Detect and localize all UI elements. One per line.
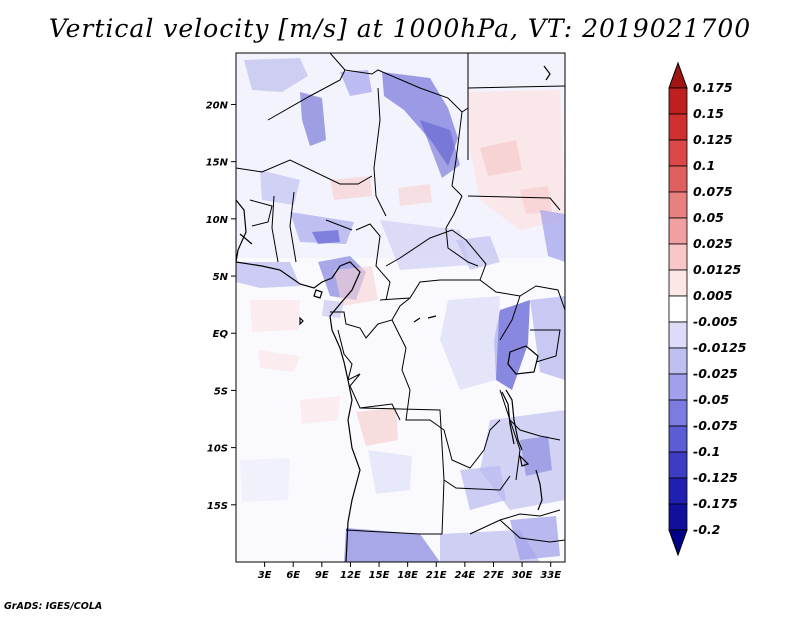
colorbar-bottom-arrow <box>668 529 688 557</box>
colorbar-segment <box>668 477 688 505</box>
coastline <box>236 65 551 562</box>
lon-tick-label: 18E <box>397 570 418 581</box>
colorbar-segment <box>668 425 688 453</box>
colorbar-segment <box>668 503 688 531</box>
colorbar-label: 0.025 <box>693 236 733 251</box>
longitude-axis: 3E 6E 9E 12E 15E 18E 21E 24E 27E 30E 33E <box>258 562 561 581</box>
velocity-shading <box>236 53 565 562</box>
lon-tick-label: 24E <box>454 570 475 581</box>
colorbar-label: 0.15 <box>693 106 724 121</box>
country-boundaries <box>236 53 565 543</box>
lon-tick-label: 21E <box>426 570 447 581</box>
colorbar-segment <box>668 243 688 271</box>
colorbar-segment <box>668 87 688 115</box>
colorbar-label: 0.0125 <box>693 262 742 277</box>
colorbar-label: -0.125 <box>693 470 738 485</box>
colorbar: 0.175 0.15 0.125 0.1 0.075 0.05 0.025 0.0125 0.0… <box>668 61 747 557</box>
colorbar-top-arrow <box>668 61 688 89</box>
colorbar-segment <box>668 373 688 401</box>
colorbar-segment <box>668 191 688 219</box>
colorbar-segment <box>668 113 688 141</box>
lat-tick-label: 10N <box>206 215 229 226</box>
colorbar-label: 0.175 <box>693 80 733 95</box>
lat-tick-label: 5N <box>213 272 229 283</box>
lat-tick-label: 20N <box>206 100 229 111</box>
colorbar-label: -0.025 <box>693 366 738 381</box>
colorbar-label: -0.175 <box>693 496 738 511</box>
lat-tick-label: 15S <box>207 501 228 512</box>
lat-tick-label: 10S <box>207 444 228 455</box>
colorbar-label: -0.2 <box>693 522 720 537</box>
lon-tick-label: 12E <box>340 570 361 581</box>
colorbar-label: 0.05 <box>693 210 724 225</box>
lon-tick-label: 6E <box>286 570 300 581</box>
colorbar-segment <box>668 321 688 349</box>
colorbar-segment <box>668 269 688 297</box>
colorbar-label: 0.125 <box>693 132 733 147</box>
colorbar-segment <box>668 295 688 323</box>
lat-tick-label: 15N <box>206 158 229 169</box>
colorbar-segment <box>668 347 688 375</box>
plot-frame <box>235 52 566 563</box>
colorbar-segment <box>668 451 688 479</box>
lon-tick-label: 27E <box>483 570 504 581</box>
colorbar-label: 0.075 <box>693 184 733 199</box>
lon-tick-label: 15E <box>369 570 390 581</box>
map-title: Vertical velocity [m/s] at 1000hPa, VT: … <box>48 14 752 43</box>
colorbar-label: -0.1 <box>693 444 720 459</box>
colorbar-label: -0.075 <box>693 418 738 433</box>
colorbar-segment <box>668 139 688 167</box>
lon-tick-label: 33E <box>540 570 561 581</box>
colorbar-segment <box>668 217 688 245</box>
lon-tick-label: 30E <box>512 570 533 581</box>
colorbar-label: -0.05 <box>693 392 729 407</box>
lat-tick-label: EQ <box>213 329 229 340</box>
colorbar-segment <box>668 165 688 193</box>
latitude-axis: 20N 15N 10N 5N EQ 5S 10S 15S <box>206 100 236 512</box>
lon-tick-label: 3E <box>258 570 272 581</box>
colorbar-label: -0.005 <box>693 314 738 329</box>
colorbar-label: 0.005 <box>693 288 733 303</box>
lon-tick-label: 9E <box>315 570 329 581</box>
colorbar-label: -0.0125 <box>693 340 747 355</box>
colorbar-segment <box>668 399 688 427</box>
colorbar-label: 0.1 <box>693 158 715 173</box>
lat-tick-label: 5S <box>214 386 228 397</box>
grads-credit: GrADS: IGES/COLA <box>4 601 103 612</box>
